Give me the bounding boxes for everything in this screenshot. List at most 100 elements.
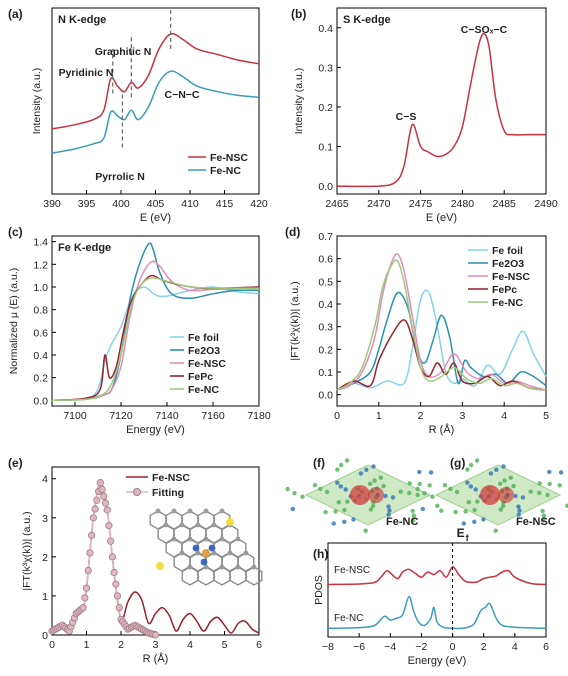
atom-dot bbox=[498, 507, 504, 512]
y-tick-label: 1.2 bbox=[33, 259, 48, 271]
atom-dot bbox=[420, 506, 425, 512]
y-axis-label: Normalized μ (E) (a.u.) bbox=[8, 268, 20, 374]
atom-dot bbox=[336, 500, 341, 505]
x-tick-label: 2465 bbox=[325, 198, 349, 210]
carbon-atom bbox=[219, 536, 225, 542]
atom-dot bbox=[565, 503, 568, 508]
legend-label: FePc bbox=[492, 284, 517, 296]
legend-label: Fe-NSC bbox=[492, 271, 530, 283]
x-axis-label: E (eV) bbox=[140, 212, 171, 224]
series-line bbox=[336, 259, 547, 391]
x-tick-label: −8 bbox=[322, 641, 334, 653]
atom-dot bbox=[547, 481, 552, 487]
atom-dot bbox=[468, 484, 473, 489]
atom-dot bbox=[481, 517, 486, 522]
charge-density-panel-f: Fe-NC bbox=[285, 458, 444, 533]
panel-label: (f) bbox=[313, 456, 325, 470]
atom-dot bbox=[466, 500, 471, 505]
x-tick-label: 395 bbox=[78, 198, 96, 210]
chart-title: S K-edge bbox=[343, 14, 391, 26]
carbon-atom bbox=[195, 550, 201, 556]
carbon-atom bbox=[251, 564, 257, 570]
series-line bbox=[336, 319, 547, 391]
x-tick-label: 400 bbox=[112, 198, 130, 210]
nitrogen-atom bbox=[192, 544, 200, 552]
legend-label: Fe-NC bbox=[188, 384, 219, 396]
y-tick-label: 0.4 bbox=[318, 299, 333, 311]
panel-c: 7100 7120 7140 7160 7180 0.0 0.2 0.4 0.6 0.8 1.0 1.… bbox=[8, 225, 271, 436]
x-tick-label: 4 bbox=[187, 639, 193, 651]
density-lobe bbox=[498, 487, 514, 503]
legend-marker bbox=[133, 488, 141, 496]
atom-dot bbox=[465, 480, 470, 485]
plot-frame bbox=[336, 235, 547, 407]
lattice-ring bbox=[181, 566, 199, 586]
series-line bbox=[327, 566, 547, 586]
atom-dot bbox=[323, 509, 328, 515]
atom-dot bbox=[339, 462, 344, 468]
atom-dot bbox=[398, 489, 403, 494]
carbon-atom bbox=[171, 536, 177, 542]
y-tick-label: 4 bbox=[42, 474, 48, 486]
y-axis-label: |FT(k³χ(k))| (a.u.) bbox=[289, 281, 301, 360]
atom-dot bbox=[417, 481, 422, 487]
x-tick-label: 6 bbox=[256, 639, 262, 651]
y-tick-label: 0.0 bbox=[33, 395, 48, 407]
atom-dot bbox=[358, 471, 364, 476]
x-tick-label: −6 bbox=[353, 641, 365, 653]
legend-label: Fe2O3 bbox=[492, 258, 524, 270]
atom-dot bbox=[547, 469, 552, 475]
fermi-label: E bbox=[457, 526, 465, 540]
legend-label: Fe-NC bbox=[492, 297, 523, 309]
panel-label: (c) bbox=[8, 225, 23, 239]
atom-dot bbox=[368, 481, 373, 486]
atom-dot bbox=[439, 508, 444, 513]
atom-dot bbox=[475, 499, 480, 504]
atom-dot bbox=[498, 481, 503, 486]
atom-dot bbox=[453, 509, 458, 515]
x-tick-label: 7140 bbox=[155, 410, 179, 422]
density-lobe bbox=[350, 485, 370, 505]
fit-point bbox=[84, 566, 92, 575]
atom-dot bbox=[342, 507, 347, 513]
atom-dot bbox=[494, 467, 499, 472]
carbon-atom bbox=[211, 550, 217, 556]
legend-label: Fe-NSC bbox=[210, 152, 248, 164]
atom-dot bbox=[454, 489, 460, 495]
x-tick-label: 410 bbox=[181, 198, 199, 210]
carbon-atom bbox=[155, 508, 161, 514]
y-tick-label: 0.5 bbox=[318, 276, 333, 288]
atom-dot bbox=[540, 508, 545, 514]
lattice-ring bbox=[197, 566, 215, 586]
atom-dot bbox=[415, 492, 420, 498]
fit-point bbox=[88, 531, 96, 539]
atom-dot bbox=[285, 486, 290, 492]
y-tick-label: 0.1 bbox=[318, 142, 333, 154]
x-tick-label: −4 bbox=[384, 641, 396, 653]
x-tick-label: 4 bbox=[501, 410, 507, 422]
fit-point bbox=[110, 568, 118, 577]
atom-dot bbox=[516, 512, 521, 517]
atom-dot bbox=[473, 487, 478, 492]
x-tick-label: 2490 bbox=[534, 198, 558, 210]
x-tick-label: 3 bbox=[459, 410, 465, 422]
panel-e: 0 1 2 3 4 5 6 0 1 2 3 4 R (Å) |FT(k³χ(k))| (a.u.) (e) F… bbox=[8, 456, 263, 665]
panel-a: 390 395 400 405 410 415 420 E (eV) Intensity (a.… bbox=[8, 7, 268, 224]
carbon-atom bbox=[243, 550, 249, 556]
y-tick-label: 0.1 bbox=[318, 367, 333, 379]
y-tick-label: 0.6 bbox=[318, 254, 333, 266]
atom-dot bbox=[472, 519, 477, 524]
fermi-subscript: f bbox=[466, 533, 470, 543]
atom-dot bbox=[324, 489, 330, 495]
atom-dot bbox=[410, 508, 415, 514]
x-tick-label: 6 bbox=[543, 641, 549, 653]
y-axis-label: Intensity (a.u.) bbox=[293, 68, 305, 135]
atom-dot bbox=[410, 518, 416, 523]
y-tick-label: 2 bbox=[42, 552, 48, 564]
atom-dot bbox=[318, 486, 323, 492]
fit-point bbox=[82, 584, 91, 592]
carbon-atom bbox=[195, 522, 201, 528]
fit-point bbox=[79, 604, 87, 612]
panel-label: (h) bbox=[313, 547, 328, 561]
